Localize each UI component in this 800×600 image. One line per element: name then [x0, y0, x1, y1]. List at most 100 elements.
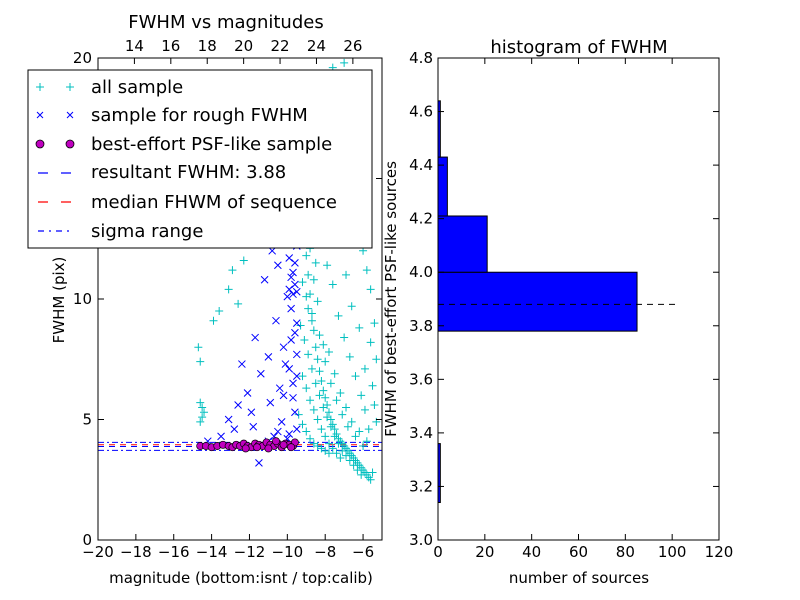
data-point-plus [315, 331, 324, 340]
data-point-plus [307, 309, 316, 318]
histogram-bar [438, 443, 441, 504]
x-tick-label: 80 [616, 543, 635, 561]
data-point-plus [196, 357, 205, 366]
data-point-x [292, 350, 301, 359]
legend-plus-marker-icon [36, 83, 74, 91]
legend-x-marker-icon [36, 111, 74, 119]
data-point-plus [317, 376, 326, 385]
data-point-plus [315, 391, 324, 400]
data-point-plus [355, 427, 364, 436]
data-point-x [292, 319, 301, 327]
data-point-plus [324, 439, 333, 448]
data-point-plus [328, 444, 337, 453]
data-point-plus [328, 280, 337, 289]
data-point-plus [357, 391, 366, 400]
legend-label-sigma: sigma range [91, 221, 203, 242]
data-point-circle [241, 444, 250, 453]
data-point-plus [342, 451, 351, 460]
data-point-plus [345, 352, 354, 361]
data-point-plus [209, 316, 218, 325]
data-point-x [289, 268, 297, 277]
data-point-plus [309, 326, 318, 335]
data-point-x [292, 425, 301, 433]
legend-label-rough-sample: sample for rough FWHM [91, 105, 308, 126]
data-point-plus [300, 335, 309, 344]
data-point-circle [253, 443, 261, 452]
data-point-circle [279, 440, 288, 449]
data-point-plus [360, 405, 369, 414]
data-point-plus [228, 266, 237, 275]
data-point-plus [215, 307, 224, 316]
data-point-x [251, 333, 260, 342]
data-point-plus [342, 403, 351, 412]
data-point-plus [224, 285, 233, 294]
y-tick-label: 10 [73, 290, 92, 308]
fwhm-vs-magnitude-panel: −20 −18 −16 −14 −12 −10 −8 −6 14 16 18 20 22 24 26 0 5… [27, 12, 383, 587]
data-point-plus [366, 285, 375, 294]
data-point-plus [360, 364, 369, 373]
data-point-x [291, 328, 299, 337]
data-point-plus [336, 388, 345, 397]
data-point-plus [340, 58, 349, 67]
data-point-x [256, 369, 265, 378]
data-point-plus [304, 304, 313, 313]
data-point-x [247, 408, 256, 417]
data-point-plus [311, 379, 320, 388]
data-point-x [287, 336, 295, 344]
data-point-plus [370, 401, 379, 410]
x-tick-label: −16 [158, 543, 190, 561]
right-chart-title: histogram of FWHM [490, 37, 667, 58]
x-tick-label: −14 [196, 543, 228, 561]
data-point-plus [368, 468, 377, 477]
x-tick-label: −12 [234, 543, 266, 561]
legend-item-psf-sample: best-effort PSF-like sample [35, 134, 332, 155]
x-tick-label: −20 [82, 543, 114, 561]
left-scatter-series [194, 58, 381, 484]
x-tick-label: 40 [522, 543, 541, 561]
data-point-plus [372, 355, 381, 364]
data-point-plus [342, 270, 351, 279]
data-point-plus [347, 417, 356, 426]
data-point-plus [323, 261, 332, 270]
data-point-plus [355, 323, 364, 332]
data-point-plus [334, 439, 343, 448]
legend-label-psf-sample: best-effort PSF-like sample [91, 134, 332, 155]
data-point-plus [370, 319, 379, 328]
data-point-plus [351, 432, 360, 441]
x-tick-label: −18 [120, 543, 152, 561]
data-point-plus [324, 408, 333, 417]
legend-label-all-sample: all sample [91, 77, 183, 98]
data-point-plus [304, 350, 313, 359]
data-point-plus [359, 442, 368, 451]
left-top-x-ticks: 14 16 18 20 22 24 26 [125, 37, 362, 64]
data-point-plus [334, 311, 343, 320]
data-point-x [243, 389, 252, 397]
right-x-axis-title: number of sources [509, 569, 649, 587]
data-point-plus [302, 251, 311, 260]
x-tick-label: −10 [272, 543, 304, 561]
data-point-plus [326, 422, 335, 431]
y-tick-label: 4.6 [409, 103, 433, 121]
data-point-x [291, 258, 299, 267]
data-point-plus [321, 357, 330, 366]
top-x-tick-label: 26 [343, 37, 362, 55]
data-point-plus [351, 372, 360, 381]
data-point-x [255, 459, 263, 467]
data-point-plus [338, 446, 347, 455]
series-0 [194, 58, 381, 484]
data-point-plus [345, 456, 354, 465]
legend-item-median: median FHWM of sequence [38, 192, 337, 213]
data-point-plus [198, 403, 207, 412]
data-point-x [291, 280, 299, 289]
data-point-x [230, 425, 239, 433]
legend: all sample sample for rough FWHM best-ef… [27, 69, 373, 249]
data-point-plus [323, 413, 332, 422]
x-tick-label: 0 [433, 543, 443, 561]
data-point-x [279, 343, 288, 352]
data-point-x [289, 379, 297, 388]
data-point-plus [307, 316, 316, 325]
left-y-axis-title: FWHM (pix) [50, 257, 68, 344]
data-point-plus [332, 396, 341, 405]
x-tick-label: −8 [314, 543, 336, 561]
data-point-x [279, 391, 288, 400]
